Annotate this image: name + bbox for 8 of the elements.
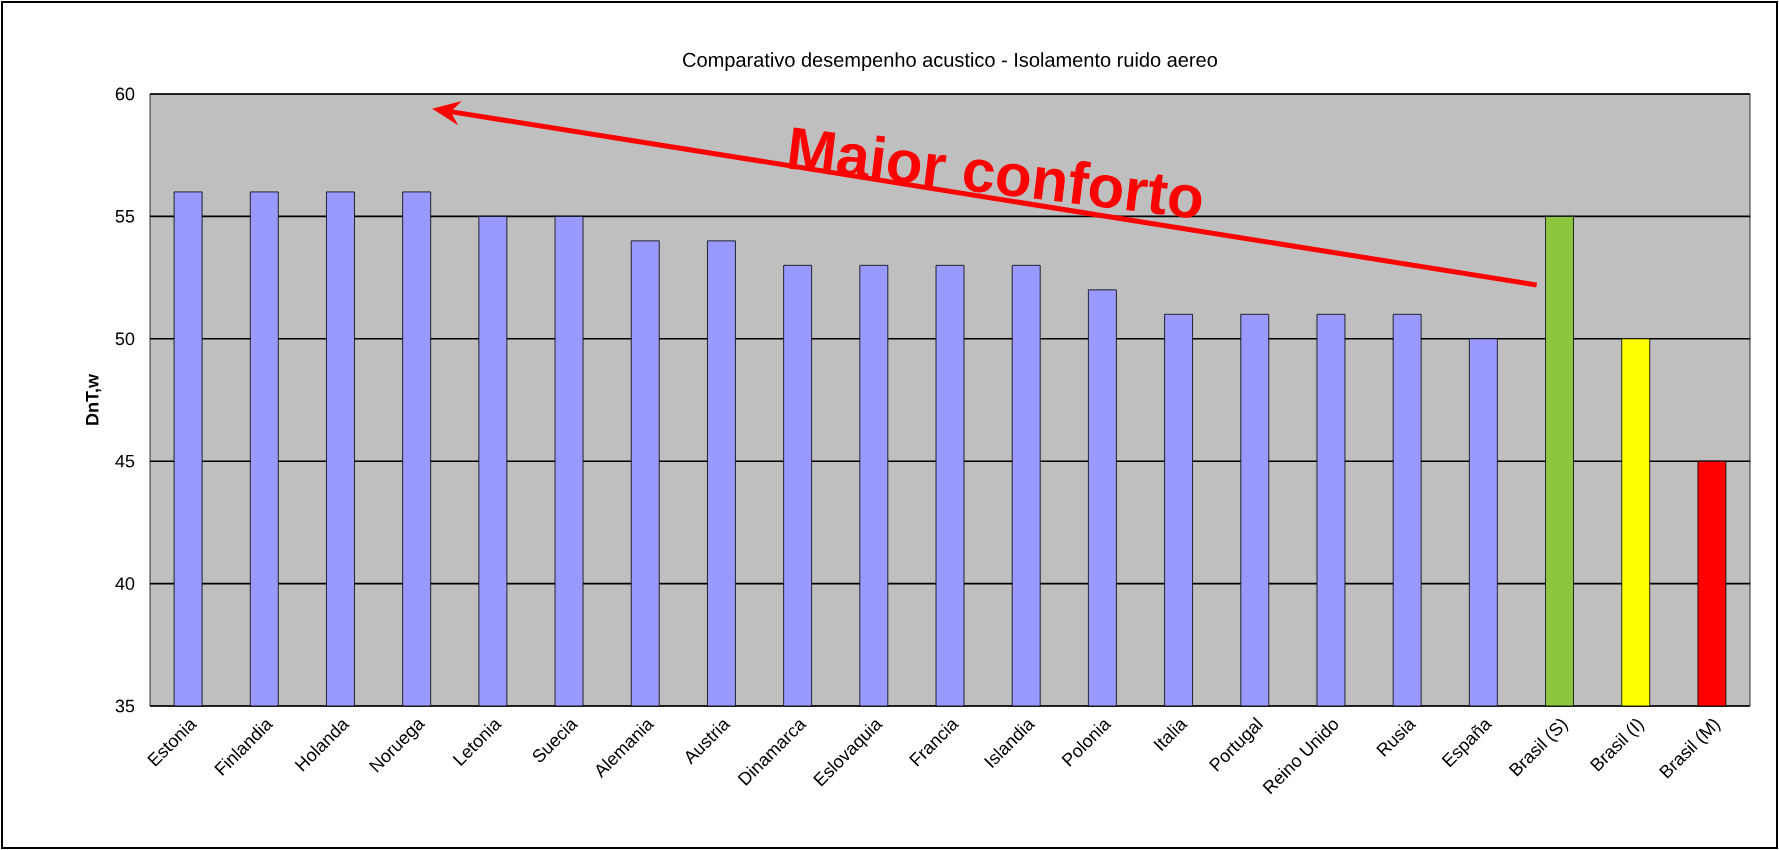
y-tick-label: 40 [115, 577, 135, 590]
y-tick-label: 60 [115, 87, 135, 101]
y-tick-label: 50 [115, 332, 135, 346]
y-tick-label: 55 [115, 210, 135, 223]
y-tick-label: 35 [115, 699, 135, 713]
chart-title: Comparativo desempenho acustico - Isolamento ruido aereo [683, 52, 1217, 71]
y-tick-label: 45 [115, 454, 135, 468]
y-axis-title: DnT,w [86, 373, 102, 425]
